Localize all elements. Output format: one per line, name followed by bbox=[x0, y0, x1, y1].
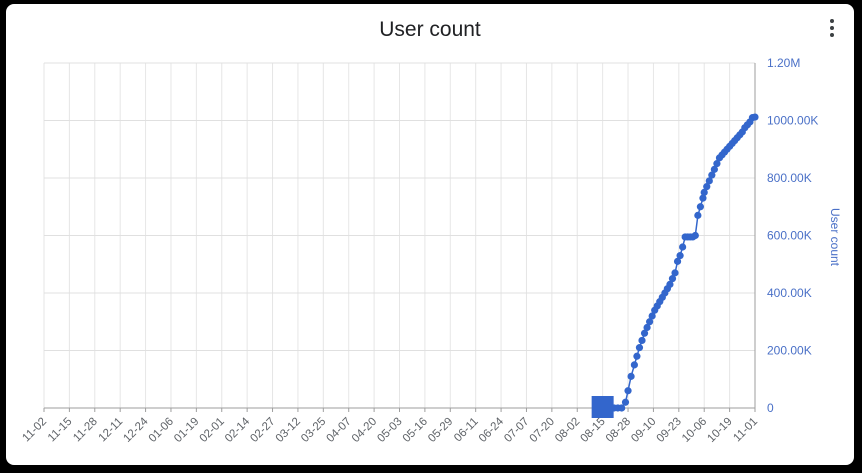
x-tick-label: 06-24 bbox=[477, 415, 507, 445]
data-point bbox=[633, 352, 641, 360]
data-point bbox=[713, 160, 721, 168]
y-tick-label: 400.00K bbox=[767, 286, 812, 300]
x-tick-label: 03-25 bbox=[299, 416, 328, 445]
x-tick-label: 06-11 bbox=[452, 416, 481, 445]
x-tick-label: 04-07 bbox=[325, 416, 354, 445]
data-point bbox=[679, 243, 687, 251]
y-tick-label: 200.00K bbox=[767, 344, 812, 358]
x-tick-label: 03-12 bbox=[274, 416, 303, 445]
x-tick-label: 12-11 bbox=[97, 416, 126, 445]
chart-title: User count bbox=[379, 18, 481, 41]
x-tick-label: 07-20 bbox=[528, 416, 557, 445]
x-tick-label: 09-10 bbox=[629, 416, 658, 445]
x-tick-label: 11-15 bbox=[46, 416, 75, 445]
y-tick-label: 1000.00K bbox=[767, 114, 818, 128]
data-point bbox=[673, 257, 682, 265]
data-point bbox=[624, 387, 632, 395]
data-point bbox=[671, 269, 679, 277]
data-point bbox=[648, 312, 656, 320]
data-point bbox=[700, 188, 708, 196]
x-tick-label: 11-01 bbox=[731, 416, 760, 445]
x-tick-label: 02-14 bbox=[223, 415, 253, 445]
y-tick-label: 0 bbox=[767, 401, 774, 415]
x-tick-label: 11-28 bbox=[71, 416, 100, 445]
data-point bbox=[630, 361, 638, 369]
data-point bbox=[627, 372, 635, 380]
x-tick-label: 08-02 bbox=[553, 416, 582, 445]
x-tick-label: 11-02 bbox=[20, 416, 49, 445]
x-tick-label: 05-16 bbox=[401, 416, 430, 445]
x-tick-label: 02-01 bbox=[198, 416, 227, 445]
data-point bbox=[635, 344, 644, 352]
x-tick-label: 04-20 bbox=[350, 416, 379, 445]
x-tick-label: 09-23 bbox=[655, 416, 684, 445]
data-point bbox=[696, 203, 705, 211]
data-point bbox=[666, 280, 674, 288]
x-tick-label: 07-07 bbox=[502, 416, 531, 445]
data-point bbox=[618, 404, 626, 412]
x-tick-label: 05-29 bbox=[426, 416, 455, 445]
x-tick-label: 05-03 bbox=[375, 416, 404, 445]
chart-card: User count bbox=[6, 4, 854, 465]
x-tick-label: 08-15 bbox=[578, 416, 607, 445]
x-tick-label: 01-19 bbox=[172, 416, 201, 445]
y-tick-label: 800.00K bbox=[767, 171, 812, 185]
data-point bbox=[621, 398, 630, 406]
data-point bbox=[638, 336, 646, 345]
data-point bbox=[751, 113, 759, 121]
more-vert-icon[interactable] bbox=[828, 18, 836, 38]
data-point bbox=[708, 171, 716, 179]
highlighted-point bbox=[591, 396, 614, 418]
x-tick-label: 02-27 bbox=[248, 416, 277, 445]
data-point bbox=[643, 323, 651, 332]
data-point bbox=[640, 329, 649, 337]
data-point bbox=[694, 211, 702, 219]
data-point bbox=[699, 194, 707, 202]
data-point bbox=[646, 318, 654, 326]
data-point bbox=[703, 183, 711, 191]
y-tick-label: 1.20M bbox=[767, 56, 800, 70]
data-point bbox=[676, 252, 684, 260]
data-point bbox=[691, 231, 699, 240]
x-tick-label: 10-19 bbox=[705, 416, 734, 445]
data-point bbox=[710, 165, 718, 173]
y-tick-label: 600.00K bbox=[767, 229, 812, 243]
x-tick-label: 10-06 bbox=[680, 416, 709, 445]
x-tick-label: 12-24 bbox=[121, 415, 151, 445]
x-tick-label: 01-06 bbox=[147, 416, 176, 445]
data-point bbox=[705, 177, 713, 185]
x-tick-label: 08-28 bbox=[604, 416, 633, 445]
data-point bbox=[668, 275, 677, 283]
y-axis-label: User count bbox=[828, 208, 842, 267]
